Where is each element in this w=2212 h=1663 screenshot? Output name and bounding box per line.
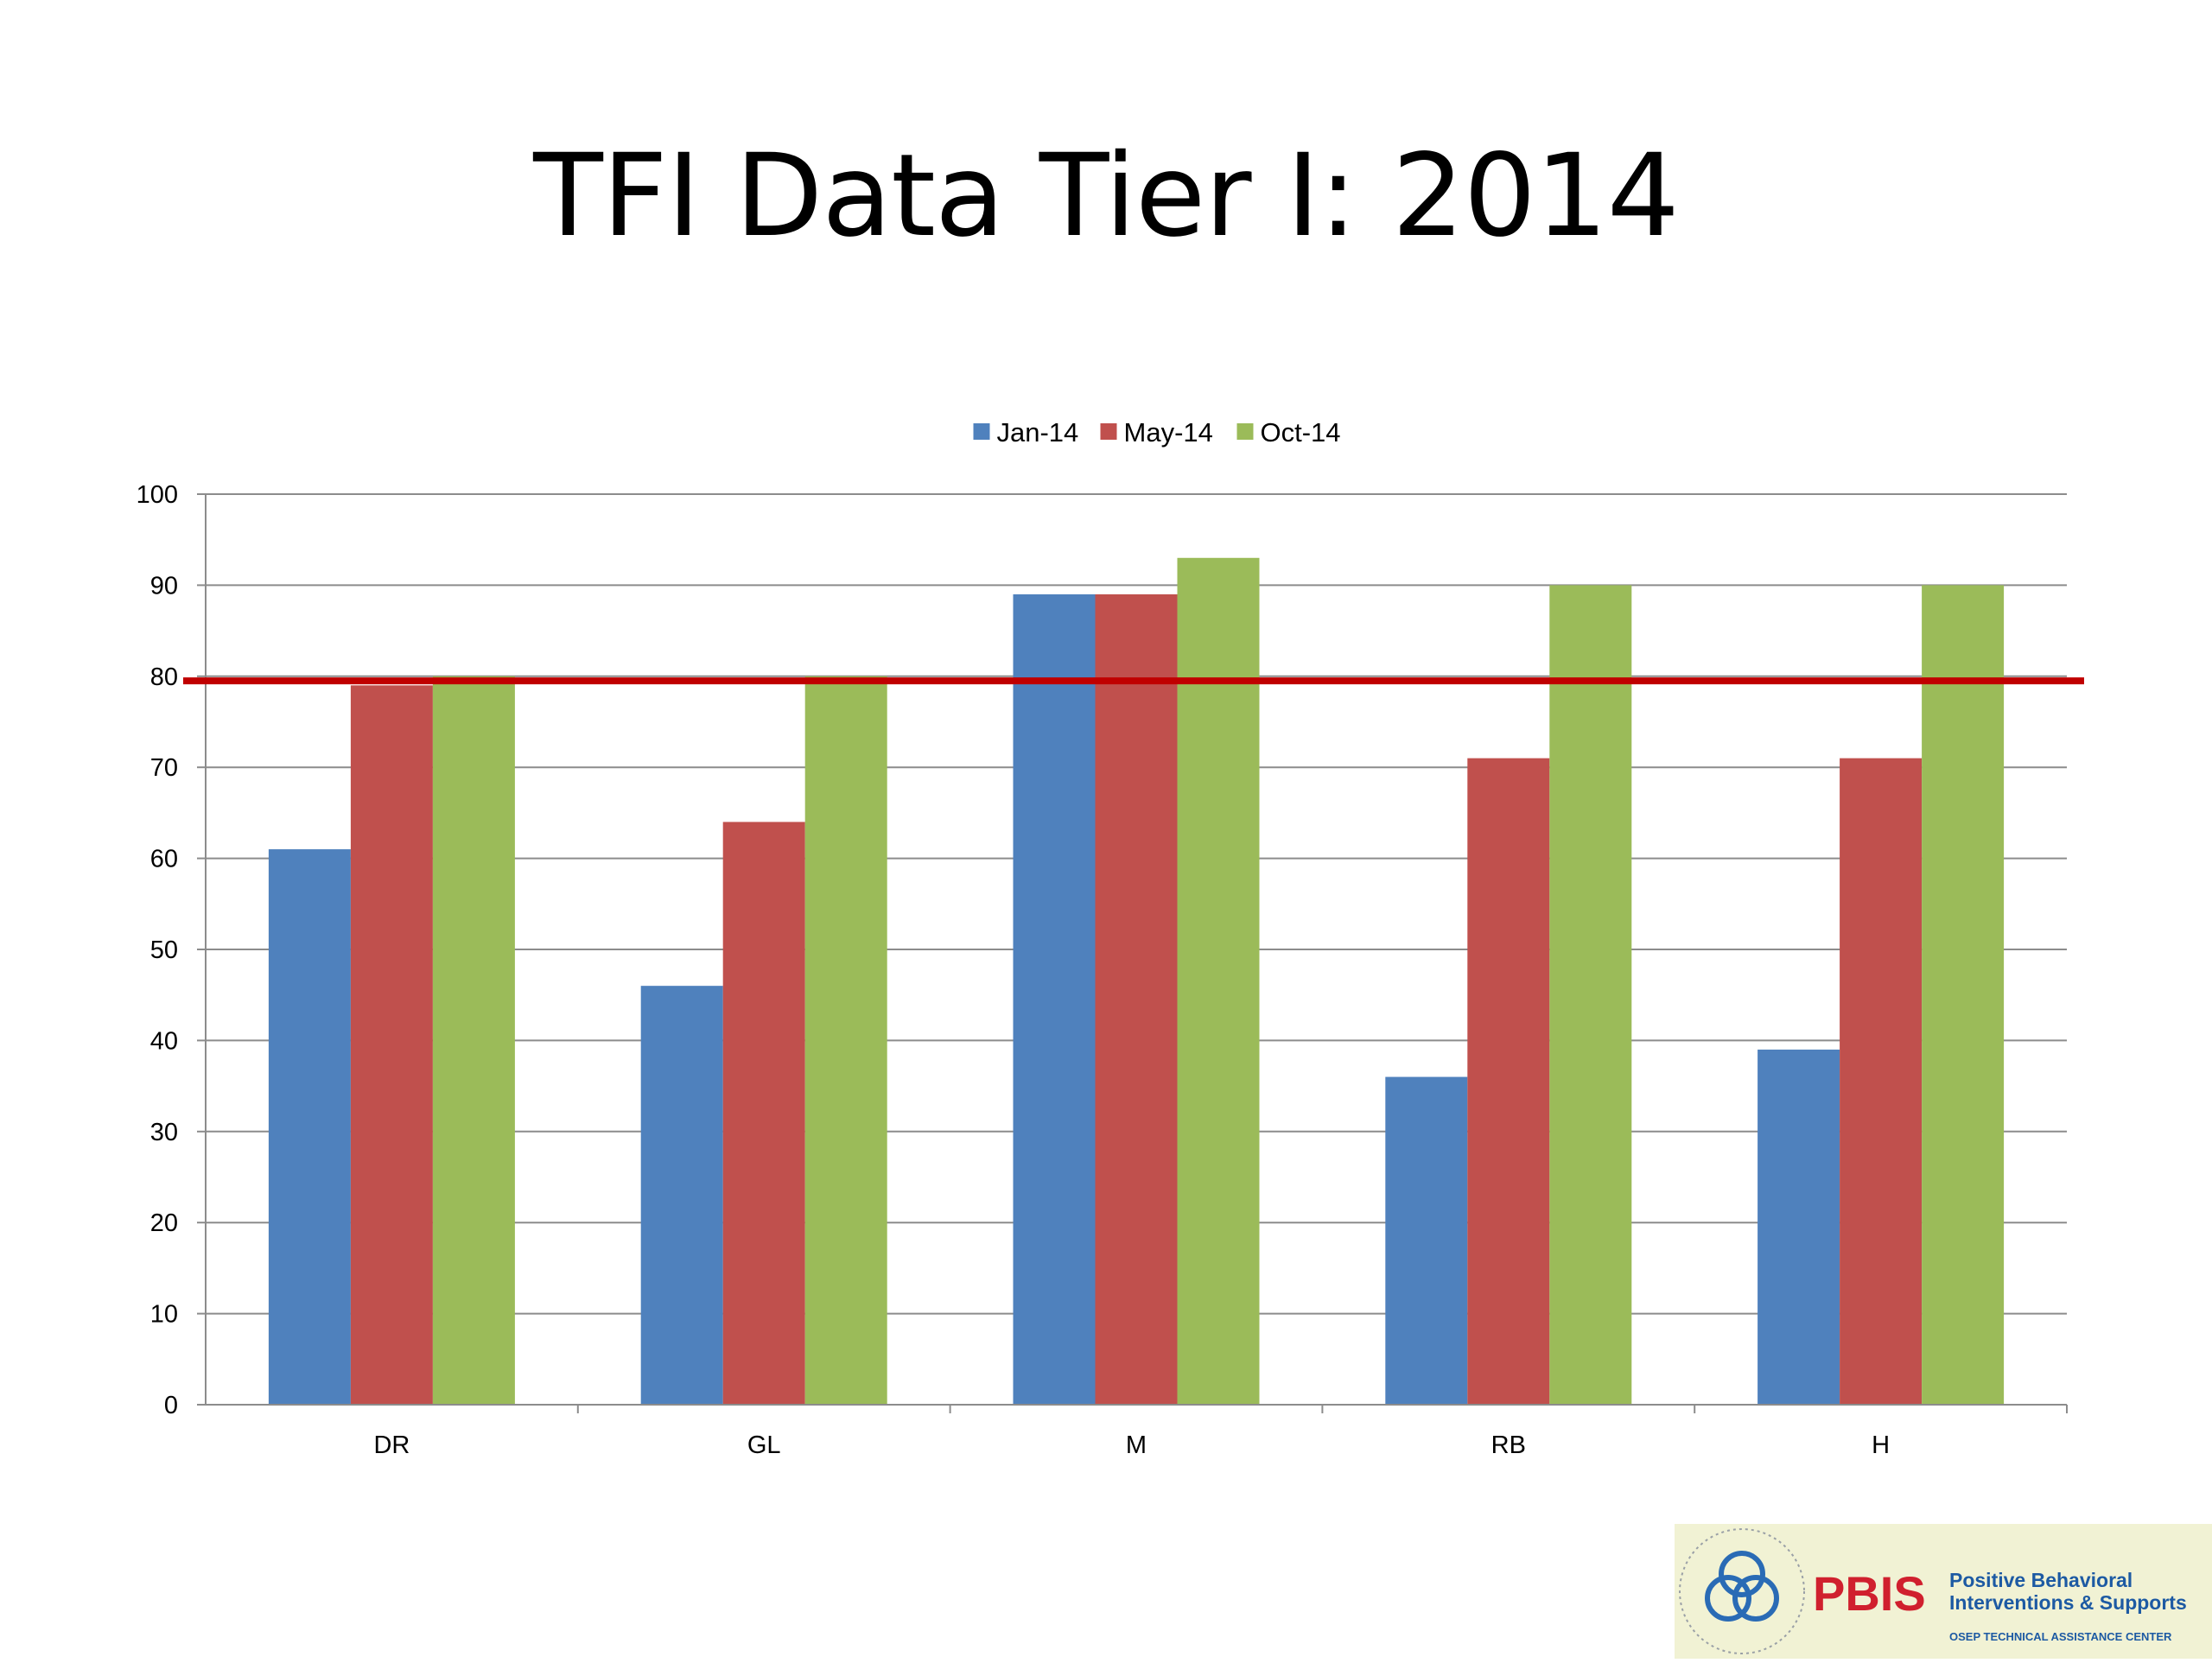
y-tick-label: 30 (150, 1119, 178, 1146)
x-tick-label: M (1126, 1431, 1147, 1459)
x-tick-label: DR (373, 1431, 410, 1459)
logo-line2: Interventions & Supports (1949, 1591, 2187, 1614)
bar-dr-oct-14 (432, 676, 515, 1405)
bar-rb-jan-14 (1385, 1076, 1468, 1405)
legend-swatch (1100, 423, 1117, 440)
y-tick-label: 20 (150, 1209, 178, 1237)
pbis-logo-mark: PBIS Positive Behavioral Interventions &… (1679, 1528, 2187, 1654)
bar-h-oct-14 (1922, 585, 2005, 1405)
y-tick-label: 40 (150, 1027, 178, 1055)
x-tick-label: RB (1491, 1431, 1526, 1459)
logo-acronym: PBIS (1813, 1566, 1926, 1621)
legend-label: Oct-14 (1261, 417, 1341, 447)
bar-dr-jan-14 (268, 849, 351, 1405)
y-tick-label: 0 (164, 1392, 178, 1419)
x-tick-label: GL (747, 1431, 781, 1459)
slide-title: TFI Data Tier I: 2014 (533, 130, 1680, 263)
bar-rb-may-14 (1467, 758, 1550, 1405)
axes: 0 10 20 30 40 50 60 70 80 90 100 DR GL M RB H (137, 481, 2068, 1459)
bar-m-may-14 (1095, 593, 1178, 1405)
y-tick-label: 10 (150, 1301, 178, 1329)
y-tick-label: 60 (150, 846, 178, 873)
bar-chart: 0 10 20 30 40 50 60 70 80 90 100 DR GL M RB H Jan-14 May… (137, 417, 2084, 1459)
y-tick-label: 80 (150, 663, 178, 691)
bar-m-jan-14 (1013, 593, 1096, 1405)
logo-line1: Positive Behavioral (1949, 1569, 2133, 1591)
legend: Jan-14 May-14 Oct-14 (973, 417, 1341, 447)
y-tick-label: 100 (137, 481, 178, 509)
bars (268, 557, 2005, 1405)
bar-gl-jan-14 (640, 986, 723, 1405)
bar-dr-may-14 (350, 685, 433, 1405)
legend-swatch (973, 423, 990, 440)
bar-h-jan-14 (1758, 1049, 1840, 1405)
bar-gl-oct-14 (804, 676, 887, 1405)
bar-rb-oct-14 (1549, 585, 1632, 1405)
pbis-logo: PBIS Positive Behavioral Interventions &… (1675, 1524, 2212, 1659)
y-tick-label: 70 (150, 754, 178, 782)
legend-label: May-14 (1124, 417, 1213, 447)
bar-m-oct-14 (1177, 557, 1260, 1405)
three-rings-icon (1705, 1551, 1779, 1622)
x-tick-label: H (1872, 1431, 1890, 1459)
logo-line3: OSEP TECHNICAL ASSISTANCE CENTER (1949, 1630, 2172, 1643)
y-tick-label: 90 (150, 572, 178, 600)
legend-label: Jan-14 (997, 417, 1079, 447)
bar-gl-may-14 (722, 822, 805, 1405)
legend-swatch (1236, 423, 1254, 440)
bar-h-may-14 (1840, 758, 1923, 1405)
y-tick-label: 50 (150, 936, 178, 964)
